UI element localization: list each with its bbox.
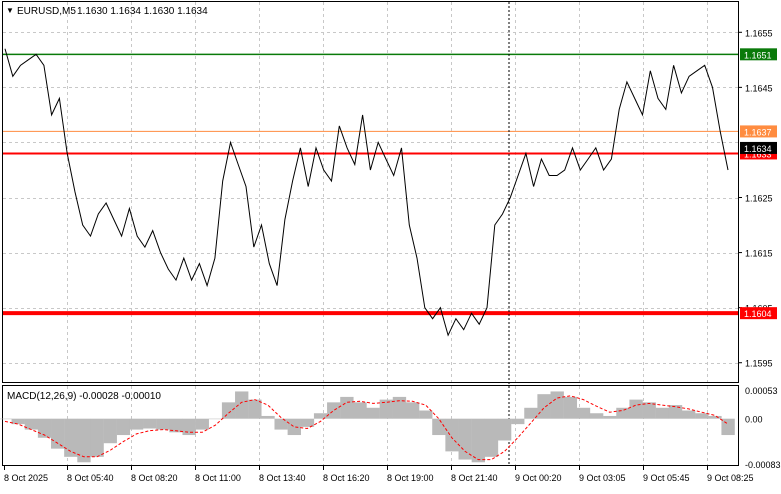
macd-bar <box>156 418 170 430</box>
macd-bar <box>708 415 722 419</box>
price-tick-label: 1.1625 <box>745 194 773 204</box>
macd-bar <box>629 399 643 419</box>
macd-bar <box>576 407 591 419</box>
macd-bar <box>37 418 52 438</box>
macd-bar <box>103 418 117 444</box>
main-grid <box>3 2 738 382</box>
time-tick-label: 9 Oct 08:25 <box>707 473 754 483</box>
macd-bar <box>642 402 656 419</box>
time-axis[interactable]: 8 Oct 2025 8 Oct 05:40 8 Oct 08:20 8 Oct 11… <box>4 466 754 483</box>
macd-bar <box>432 418 446 436</box>
svg-text:1.1633: 1.1633 <box>744 149 772 159</box>
macd-bar <box>182 418 196 436</box>
level-tag-1.1637: 1.1637 <box>740 125 777 138</box>
macd-bar <box>668 405 683 419</box>
macd-bar <box>195 418 209 430</box>
macd-bar <box>116 418 131 436</box>
time-tick-label: 8 Oct 05:40 <box>67 473 114 483</box>
macd-bar <box>24 418 39 430</box>
macd-bar <box>392 396 407 419</box>
macd-bar <box>287 418 301 436</box>
price-line <box>4 48 729 337</box>
macd-tick-label: -0.00083 <box>745 460 781 470</box>
price-tick-label: 1.1645 <box>745 83 773 93</box>
macd-bar <box>77 418 91 463</box>
macd-histogram <box>0 391 735 463</box>
macd-bar <box>51 418 65 449</box>
macd-bar <box>261 415 275 419</box>
svg-text:1.1604: 1.1604 <box>744 309 772 319</box>
macd-bar <box>90 418 104 457</box>
macd-bar <box>655 407 670 419</box>
macd-bar <box>419 410 433 419</box>
macd-bar <box>248 399 262 419</box>
level-tag-1.1651: 1.1651 <box>740 48 777 61</box>
macd-bar <box>405 402 420 419</box>
macd-bar <box>221 402 236 419</box>
time-tick-label: 9 Oct 00:20 <box>515 473 562 483</box>
time-tick-label: 8 Oct 16:20 <box>323 473 370 483</box>
symbol-label: EURUSD,M5 <box>17 6 76 17</box>
price-tick-label: 1.1595 <box>745 359 773 369</box>
macd-bar <box>235 391 249 419</box>
time-tick-label: 9 Oct 05:45 <box>643 473 690 483</box>
macd-bar <box>340 396 354 419</box>
macd-label: MACD(12,26,9) -0.00028 -0.00010 <box>7 391 161 402</box>
time-tick-label: 8 Oct 13:40 <box>259 473 306 483</box>
macd-bar <box>497 418 512 441</box>
macd-tick-label: 0.00053 <box>745 386 778 396</box>
macd-bar <box>695 413 709 419</box>
macd-bar <box>511 418 525 425</box>
macd-bar <box>129 418 144 430</box>
macd-bar <box>313 413 328 419</box>
macd-bar <box>208 418 223 420</box>
level-tag-1.1604: 1.1604 <box>740 307 777 320</box>
time-tick-label: 8 Oct 21:40 <box>451 473 498 483</box>
macd-bar <box>524 407 538 419</box>
macd-bar <box>64 418 78 457</box>
macd-bar <box>300 418 315 427</box>
macd-bar <box>379 399 393 419</box>
macd-bar <box>0 418 12 420</box>
macd-tick-label: 0.00 <box>745 415 763 425</box>
macd-bar <box>471 418 486 463</box>
time-tick-label: 8 Oct 19:00 <box>387 473 434 483</box>
time-tick-label: 9 Oct 03:05 <box>579 473 626 483</box>
macd-bar <box>537 394 551 419</box>
macd-bar <box>721 418 735 436</box>
level-price-tags: 1.1651 1.1637 1.1633 1.1604 1.1634 <box>740 48 777 320</box>
time-tick-label: 8 Oct 08:20 <box>131 473 178 483</box>
macd-bar <box>681 410 696 419</box>
svg-text:1.1651: 1.1651 <box>744 50 772 60</box>
macd-bar <box>366 407 380 419</box>
macd-bar <box>563 396 578 419</box>
price-tick-label: 1.1615 <box>745 249 773 259</box>
chart-menu-triangle-icon[interactable]: ▼ <box>6 6 14 15</box>
time-tick-label: 8 Oct 2025 <box>4 473 48 483</box>
macd-bar <box>603 415 617 419</box>
macd-bar <box>616 407 630 419</box>
macd-grid <box>67 386 708 465</box>
macd-bar <box>11 418 25 425</box>
macd-bar <box>143 418 157 429</box>
price-tick-label: 1.1655 <box>745 28 773 38</box>
ohlc-label: 1.1630 1.1634 1.1630 1.1634 <box>77 6 208 17</box>
macd-bar <box>327 402 341 419</box>
main-panel-frame <box>2 1 739 383</box>
svg-text:1.1637: 1.1637 <box>744 127 772 137</box>
current-price-tag: 1.1634 <box>740 141 777 154</box>
macd-bar <box>550 391 564 419</box>
svg-text:1.1634: 1.1634 <box>744 144 772 154</box>
macd-axis[interactable]: 0.00053 0.00 -0.00083 <box>745 386 781 470</box>
macd-bar <box>274 418 288 430</box>
macd-bar <box>458 418 472 460</box>
macd-bar <box>169 418 183 433</box>
macd-bar <box>353 402 367 419</box>
macd-bar <box>589 413 604 419</box>
macd-bar <box>484 418 499 457</box>
time-tick-label: 8 Oct 11:00 <box>195 473 241 483</box>
macd-bar <box>445 418 459 452</box>
